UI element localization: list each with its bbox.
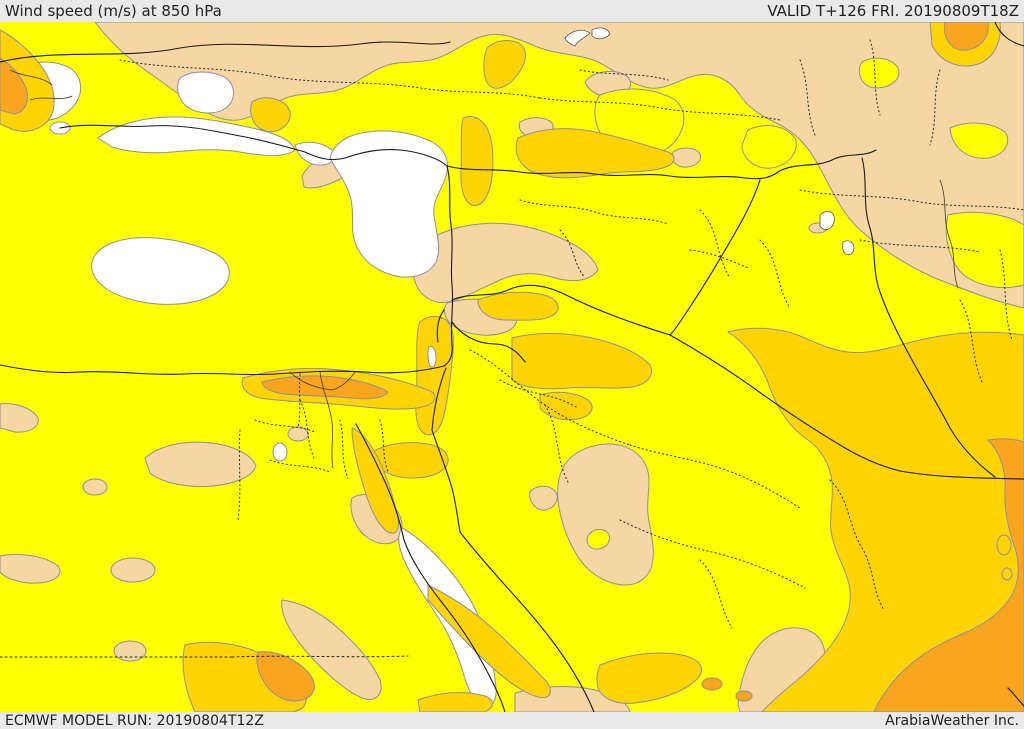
rivers <box>9 69 959 469</box>
gold-wind-regions <box>0 29 1024 713</box>
validity-label: VALID T+126 FRI. 20190809T18Z <box>767 1 1019 20</box>
admin-dotted-lines <box>119 39 1024 629</box>
model-run-label: ECMWF MODEL RUN: 20190804T12Z <box>5 712 264 729</box>
footer-bar: ECMWF MODEL RUN: 20190804T12Z ArabiaWeat… <box>0 712 1024 729</box>
egypt-sudan-dotted-border <box>0 655 409 658</box>
header-bar: Wind speed (m/s) at 850 hPa VALID T+126 … <box>0 0 1024 22</box>
northeast-strong-wind-cell <box>929 21 1001 67</box>
map-title: Wind speed (m/s) at 850 hPa <box>5 1 222 20</box>
coastlines <box>0 21 1024 713</box>
orange-wind-cores <box>0 57 1024 713</box>
brand-label: ArabiaWeather Inc. <box>885 712 1019 729</box>
yellow-holes-small <box>586 528 611 550</box>
gold-holes-in-orange <box>996 534 1013 581</box>
country-borders <box>431 149 1024 480</box>
dead-sea-sliver <box>427 346 437 368</box>
lakes <box>564 27 855 256</box>
